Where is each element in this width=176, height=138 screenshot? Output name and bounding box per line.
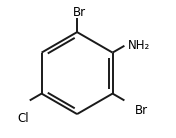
Text: Br: Br [73, 6, 86, 19]
Text: Cl: Cl [17, 112, 29, 125]
Text: NH₂: NH₂ [128, 39, 150, 52]
Text: Br: Br [134, 104, 147, 117]
